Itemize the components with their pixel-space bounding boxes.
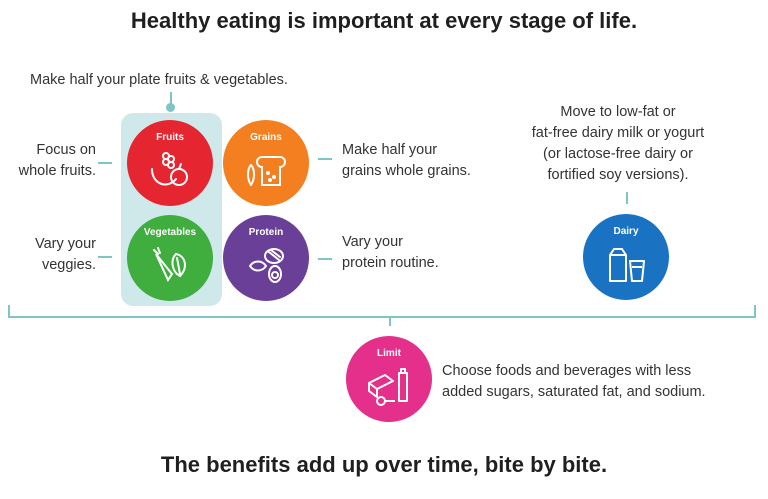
grains-circle: Grains (223, 120, 309, 206)
protein-label: Protein (248, 227, 284, 238)
grains-connector (318, 158, 332, 160)
dairy-text: Move to low-fat or fat-free dairy milk o… (531, 104, 705, 183)
limit-label: Limit (377, 348, 401, 359)
dairy-connector (626, 192, 628, 204)
dairy-icon (609, 248, 645, 282)
footer-tagline: The benefits add up over time, bite by b… (160, 452, 608, 477)
bracket-line (8, 316, 756, 318)
grains-label: Grains (250, 132, 282, 143)
grains-text: Make half your grains whole grains. (342, 142, 471, 179)
fruits-connector (98, 162, 112, 164)
vegetables-text: Vary your veggies. (35, 236, 96, 273)
bread-icon (247, 156, 286, 186)
fruit-icon (151, 152, 188, 186)
vegetables-label: Vegetables (143, 227, 197, 238)
protein-text: Vary your protein routine. (342, 234, 439, 271)
vegetables-connector (98, 256, 112, 258)
connector-dot (166, 103, 175, 112)
limit-connector (389, 316, 391, 326)
fruits-text: Focus on whole fruits. (18, 142, 96, 179)
limit-text: Choose foods and beverages with less add… (442, 363, 706, 400)
page-title: Healthy eating is important at every sta… (130, 8, 638, 33)
fruits-label: Fruits (156, 132, 184, 143)
dairy-circle: Dairy (583, 214, 669, 300)
bracket-left-end (8, 305, 10, 318)
vegetables-circle: Vegetables (127, 215, 213, 301)
protein-connector (318, 258, 332, 260)
limit-icon (368, 368, 408, 406)
protein-circle: Protein (223, 215, 309, 301)
plate-note: Make half your plate fruits & vegetables… (30, 72, 288, 88)
bracket-right-end (754, 305, 756, 318)
limit-circle: Limit (346, 336, 432, 422)
plate-note-connector (170, 92, 172, 106)
protein-icon (248, 248, 284, 283)
dairy-label: Dairy (613, 226, 639, 237)
fruits-circle: Fruits (127, 120, 213, 206)
veggies-icon (153, 247, 186, 283)
